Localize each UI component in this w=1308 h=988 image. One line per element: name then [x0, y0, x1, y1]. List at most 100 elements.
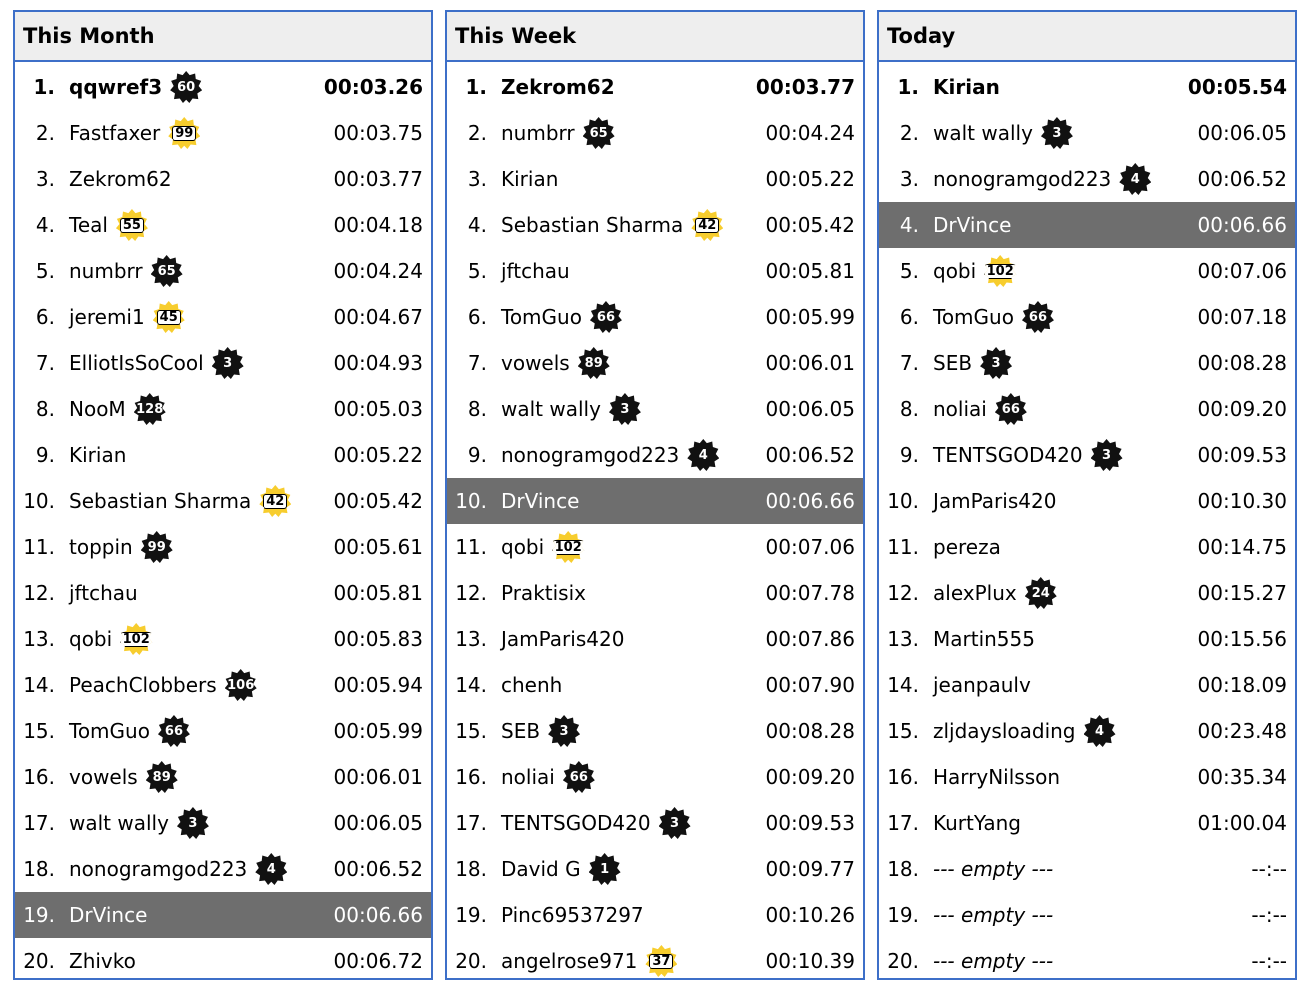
solve-time: 00:06.72	[333, 949, 423, 973]
player-name: --- empty ---	[933, 857, 1054, 881]
solve-time: 00:18.09	[1197, 673, 1287, 697]
leaderboard-row: 11. toppin 99 00:05.61	[15, 524, 431, 570]
level-badge-icon: 65	[150, 255, 183, 287]
level-badge-icon: 42	[691, 209, 724, 241]
leaderboard-row: 15. TomGuo 66 00:05.99	[15, 708, 431, 754]
rank-number: 18.	[23, 857, 55, 881]
level-badge-icon: 102	[984, 255, 1017, 287]
level-badge-icon: 3	[176, 807, 209, 839]
leaderboard-row: 20. Zhivko 00:06.72	[15, 938, 431, 984]
level-badge-icon: 4	[1119, 163, 1152, 195]
leaderboard-row: 3. nonogramgod223 4 00:06.52	[879, 156, 1295, 202]
leaderboard-this-week: This Week 1. Zekrom62 00:03.77 2. numbrr 65 00…	[445, 10, 865, 980]
leaderboard-row: 1. Zekrom62 00:03.77	[447, 64, 863, 110]
solve-time: 01:00.04	[1197, 811, 1287, 835]
leaderboard-row: 17. TENTSGOD420 3 00:09.53	[447, 800, 863, 846]
solve-time: 00:05.81	[765, 259, 855, 283]
player-name: Kirian	[501, 167, 559, 191]
solve-time: 00:03.77	[755, 75, 855, 99]
player-name: Pinc69537297	[501, 903, 644, 927]
level-badge-number: 4	[698, 447, 708, 463]
rank-number: 7.	[35, 351, 55, 375]
solve-time: 00:07.90	[765, 673, 855, 697]
player-name: Martin555	[933, 627, 1035, 651]
player-name: SEB	[933, 351, 973, 375]
player-name: David G	[501, 857, 581, 881]
rank-number: 14.	[887, 673, 919, 697]
level-badge-icon: 66	[562, 761, 595, 793]
player-name: noliai	[501, 765, 555, 789]
leaderboard-row: 9. nonogramgod223 4 00:06.52	[447, 432, 863, 478]
leaderboard-row: 13. qobi 102 00:05.83	[15, 616, 431, 662]
level-badge-icon: 99	[168, 117, 201, 149]
leaderboard-row: 20. --- empty --- --:--	[879, 938, 1295, 984]
rank-number: 3.	[899, 167, 919, 191]
leaderboard-row: 16. vowels 89 00:06.01	[15, 754, 431, 800]
player-name: qqwref3	[69, 75, 163, 99]
player-name: toppin	[69, 535, 133, 559]
level-badge-number: 99	[172, 125, 197, 141]
level-badge-icon: 89	[145, 761, 178, 793]
level-badge-icon: 37	[645, 945, 678, 977]
player-name: pereza	[933, 535, 1001, 559]
rank-number: 16.	[23, 765, 55, 789]
player-name: walt wally	[501, 397, 601, 421]
rank-number: 13.	[455, 627, 487, 651]
solve-time: 00:07.06	[1197, 259, 1287, 283]
level-badge-number: 3	[559, 723, 569, 739]
solve-time: 00:15.27	[1197, 581, 1287, 605]
player-name: SEB	[501, 719, 541, 743]
solve-time: --:--	[1251, 949, 1287, 973]
player-name: TomGuo	[501, 305, 582, 329]
leaderboard-row: 2. walt wally 3 00:06.05	[879, 110, 1295, 156]
player-name: TENTSGOD420	[501, 811, 651, 835]
rank-number: 19.	[23, 903, 55, 927]
leaderboard-row: 8. noliai 66 00:09.20	[879, 386, 1295, 432]
level-badge-icon: 102	[120, 623, 153, 655]
solve-time: 00:06.05	[1197, 121, 1287, 145]
player-name: Sebastian Sharma	[69, 489, 252, 513]
player-name: noliai	[933, 397, 987, 421]
rank-number: 17.	[887, 811, 919, 835]
leaderboard-row: 3. Kirian 00:05.22	[447, 156, 863, 202]
solve-time: 00:05.99	[765, 305, 855, 329]
rank-number: 2.	[467, 121, 487, 145]
leaderboard-row: 12. jftchau 00:05.81	[15, 570, 431, 616]
leaderboard-today: Today 1. Kirian 00:05.54 2. walt wally 3 00:06…	[877, 10, 1297, 980]
solve-time: 00:06.52	[333, 857, 423, 881]
rank-number: 7.	[899, 351, 919, 375]
leaderboard-row: 7. SEB 3 00:08.28	[879, 340, 1295, 386]
solve-time: 00:23.48	[1197, 719, 1287, 743]
player-name: TomGuo	[933, 305, 1014, 329]
leaderboard-row: 7. vowels 89 00:06.01	[447, 340, 863, 386]
rank-number: 2.	[899, 121, 919, 145]
leaderboard-row: 14. PeachClobbers 106 00:05.94	[15, 662, 431, 708]
player-name: qobi	[933, 259, 977, 283]
solve-time: 00:04.24	[333, 259, 423, 283]
rank-number: 8.	[35, 397, 55, 421]
level-badge-icon: 66	[1021, 301, 1054, 333]
leaderboard-row: 7. ElliotIsSoCool 3 00:04.93	[15, 340, 431, 386]
leaderboard-row-current-user: 10. DrVince 00:06.66	[447, 478, 863, 524]
leaderboard-row: 20. angelrose971 37 00:10.39	[447, 938, 863, 984]
rank-number: 5.	[899, 259, 919, 283]
rank-number: 1.	[465, 75, 487, 99]
rank-number: 13.	[887, 627, 919, 651]
level-badge-number: 42	[263, 493, 288, 509]
rank-number: 19.	[455, 903, 487, 927]
player-name: walt wally	[933, 121, 1033, 145]
rank-number: 8.	[467, 397, 487, 421]
level-badge-icon: 42	[259, 485, 292, 517]
rank-number: 5.	[35, 259, 55, 283]
solve-time: 00:04.93	[333, 351, 423, 375]
rank-number: 14.	[455, 673, 487, 697]
rank-number: 18.	[455, 857, 487, 881]
rank-number: 14.	[23, 673, 55, 697]
leaderboard-rows: 1. Zekrom62 00:03.77 2. numbrr 65 00:04.24 3. Ki…	[447, 64, 863, 984]
solve-time: 00:14.75	[1197, 535, 1287, 559]
solve-time: 00:08.28	[765, 719, 855, 743]
solve-time: 00:06.66	[333, 903, 423, 927]
leaderboard-row-current-user: 19. DrVince 00:06.66	[15, 892, 431, 938]
level-badge-number: 55	[119, 217, 144, 233]
level-badge-number: 3	[620, 401, 630, 417]
